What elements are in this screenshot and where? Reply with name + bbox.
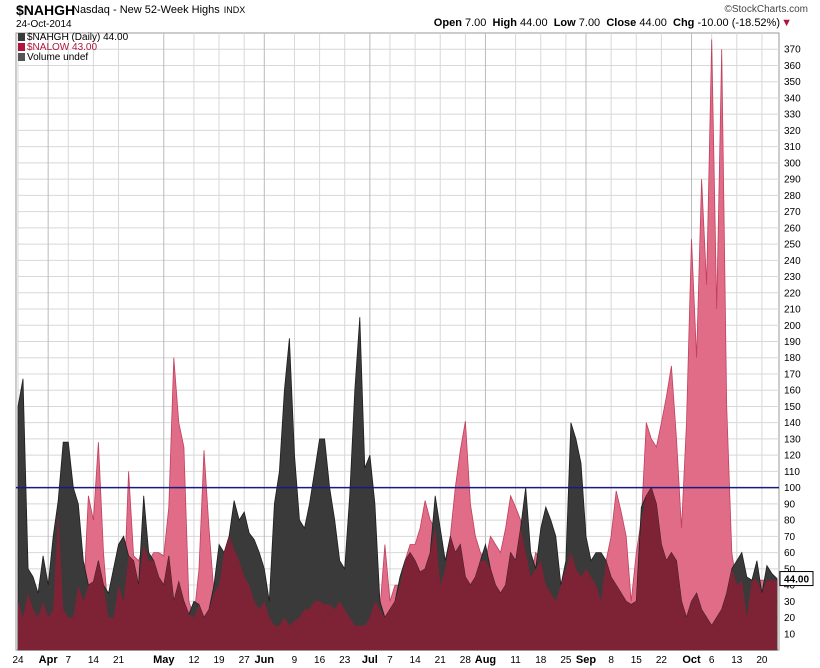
y-tick-label: 90 [784,499,796,510]
x-tick-label: Sep [576,654,596,666]
close-label: Close [606,17,637,29]
low-value: 7.00 [578,17,601,29]
x-tick-label: 6 [709,655,715,666]
y-tick-label: 260 [784,223,801,234]
open-value: 7.00 [464,17,487,29]
y-tick-label: 220 [784,288,801,299]
chart-header: $NAHGH Nasdaq - New 52-Week Highs INDX 24… [0,0,820,34]
legend-lows: $NALOW 43.00 [18,43,128,53]
x-tick-label: 14 [410,655,422,666]
y-tick-label: 70 [784,532,796,543]
x-tick-label: Apr [39,654,59,666]
x-tick-label: 21 [435,655,447,666]
x-tick-label: Jun [255,654,275,666]
legend: $NAHGH (Daily) 44.00 $NALOW 43.00 Volume… [18,33,128,63]
y-tick-label: 130 [784,434,801,445]
y-tick-label: 300 [784,158,801,169]
x-tick-label: 13 [731,655,743,666]
exchange: INDX [223,5,246,15]
x-tick-label: 9 [292,655,298,666]
y-tick-label: 160 [784,386,801,397]
x-tick-label: Oct [682,654,701,666]
y-tick-label: 110 [784,467,800,478]
close-value: 44.00 [639,17,667,29]
y-tick-label: 100 [784,483,801,494]
y-tick-label: 270 [784,207,801,218]
y-tick-label: 50 [784,564,796,575]
legend-lows-label: $NALOW 43.00 [27,42,98,53]
x-tick-label: 23 [339,655,351,666]
x-tick-label: May [153,654,175,666]
y-tick-label: 210 [784,305,801,316]
quote-summary: Open 7.00 High 44.00 Low 7.00 Close 44.0… [433,17,792,29]
y-tick-label: 320 [784,126,801,137]
x-tick-label: 20 [756,655,768,666]
chg-label: Chg [673,17,695,29]
y-tick-label: 230 [784,272,801,283]
legend-highs: $NAHGH (Daily) 44.00 [18,33,128,43]
y-tick-label: 10 [784,629,796,640]
open-label: Open [433,17,462,29]
y-tick-label: 290 [784,175,801,186]
description: Nasdaq - New 52-Week Highs INDX [72,4,245,16]
series-overlap-area [18,487,777,650]
legend-lows-swatch [18,43,25,51]
y-tick-label: 30 [784,597,796,608]
x-tick-label: 25 [560,655,572,666]
symbol: $NAHGH [16,2,76,18]
x-tick-label: 7 [65,655,71,666]
x-tick-label: 8 [608,655,614,666]
last-value-box [779,571,814,587]
down-triangle-icon: ▼ [781,17,792,29]
y-tick-label: 250 [784,240,801,251]
y-tick-label: 20 [784,613,796,624]
y-tick-label: 80 [784,516,796,527]
y-tick-label: 350 [784,77,801,88]
y-tick-label: 140 [784,418,801,429]
chg-value: -10.00 (-18.52%) [697,17,780,29]
x-tick-label: 19 [213,655,225,666]
description-text: Nasdaq - New 52-Week Highs [72,4,220,16]
x-tick-label: 24 [12,655,24,666]
y-tick-label: 330 [784,110,801,121]
y-tick-label: 200 [784,321,801,332]
x-tick-label: 16 [314,655,326,666]
high-value: 44.00 [520,17,548,29]
y-tick-label: 170 [784,369,801,380]
legend-volume-label: Volume undef [27,52,89,63]
last-value-label: 44.00 [784,575,809,586]
y-tick-label: 120 [784,451,801,462]
x-tick-label: 12 [188,655,200,666]
x-tick-label: 15 [631,655,643,666]
y-tick-label: 370 [784,45,801,56]
x-tick-label: 7 [387,655,393,666]
y-tick-label: 150 [784,402,801,413]
legend-highs-label: $NAHGH (Daily) 44.00 [27,32,129,43]
low-label: Low [553,17,576,29]
legend-highs-swatch [18,33,25,41]
y-tick-label: 280 [784,191,801,202]
y-tick-label: 60 [784,548,796,559]
y-tick-label: 340 [784,93,801,104]
x-tick-label: 14 [88,655,100,666]
x-tick-label: 28 [460,655,472,666]
y-tick-label: 310 [784,142,801,153]
legend-volume-swatch [18,53,25,61]
x-tick-label: Jul [362,654,378,666]
y-tick-label: 240 [784,256,801,267]
x-tick-label: 27 [239,655,251,666]
x-tick-label: 11 [510,655,521,666]
brand-logo[interactable]: ©StockCharts.com [724,4,808,15]
y-tick-label: 360 [784,61,801,72]
chart-date: 24-Oct-2014 [16,19,72,30]
x-tick-label: 18 [535,655,547,666]
y-tick-label: 180 [784,353,801,364]
y-tick-label: 190 [784,337,801,348]
x-tick-label: 21 [113,655,125,666]
legend-volume: Volume undef [18,53,128,63]
x-tick-label: Aug [475,654,496,666]
high-label: High [492,17,517,29]
x-tick-label: 22 [656,655,668,666]
